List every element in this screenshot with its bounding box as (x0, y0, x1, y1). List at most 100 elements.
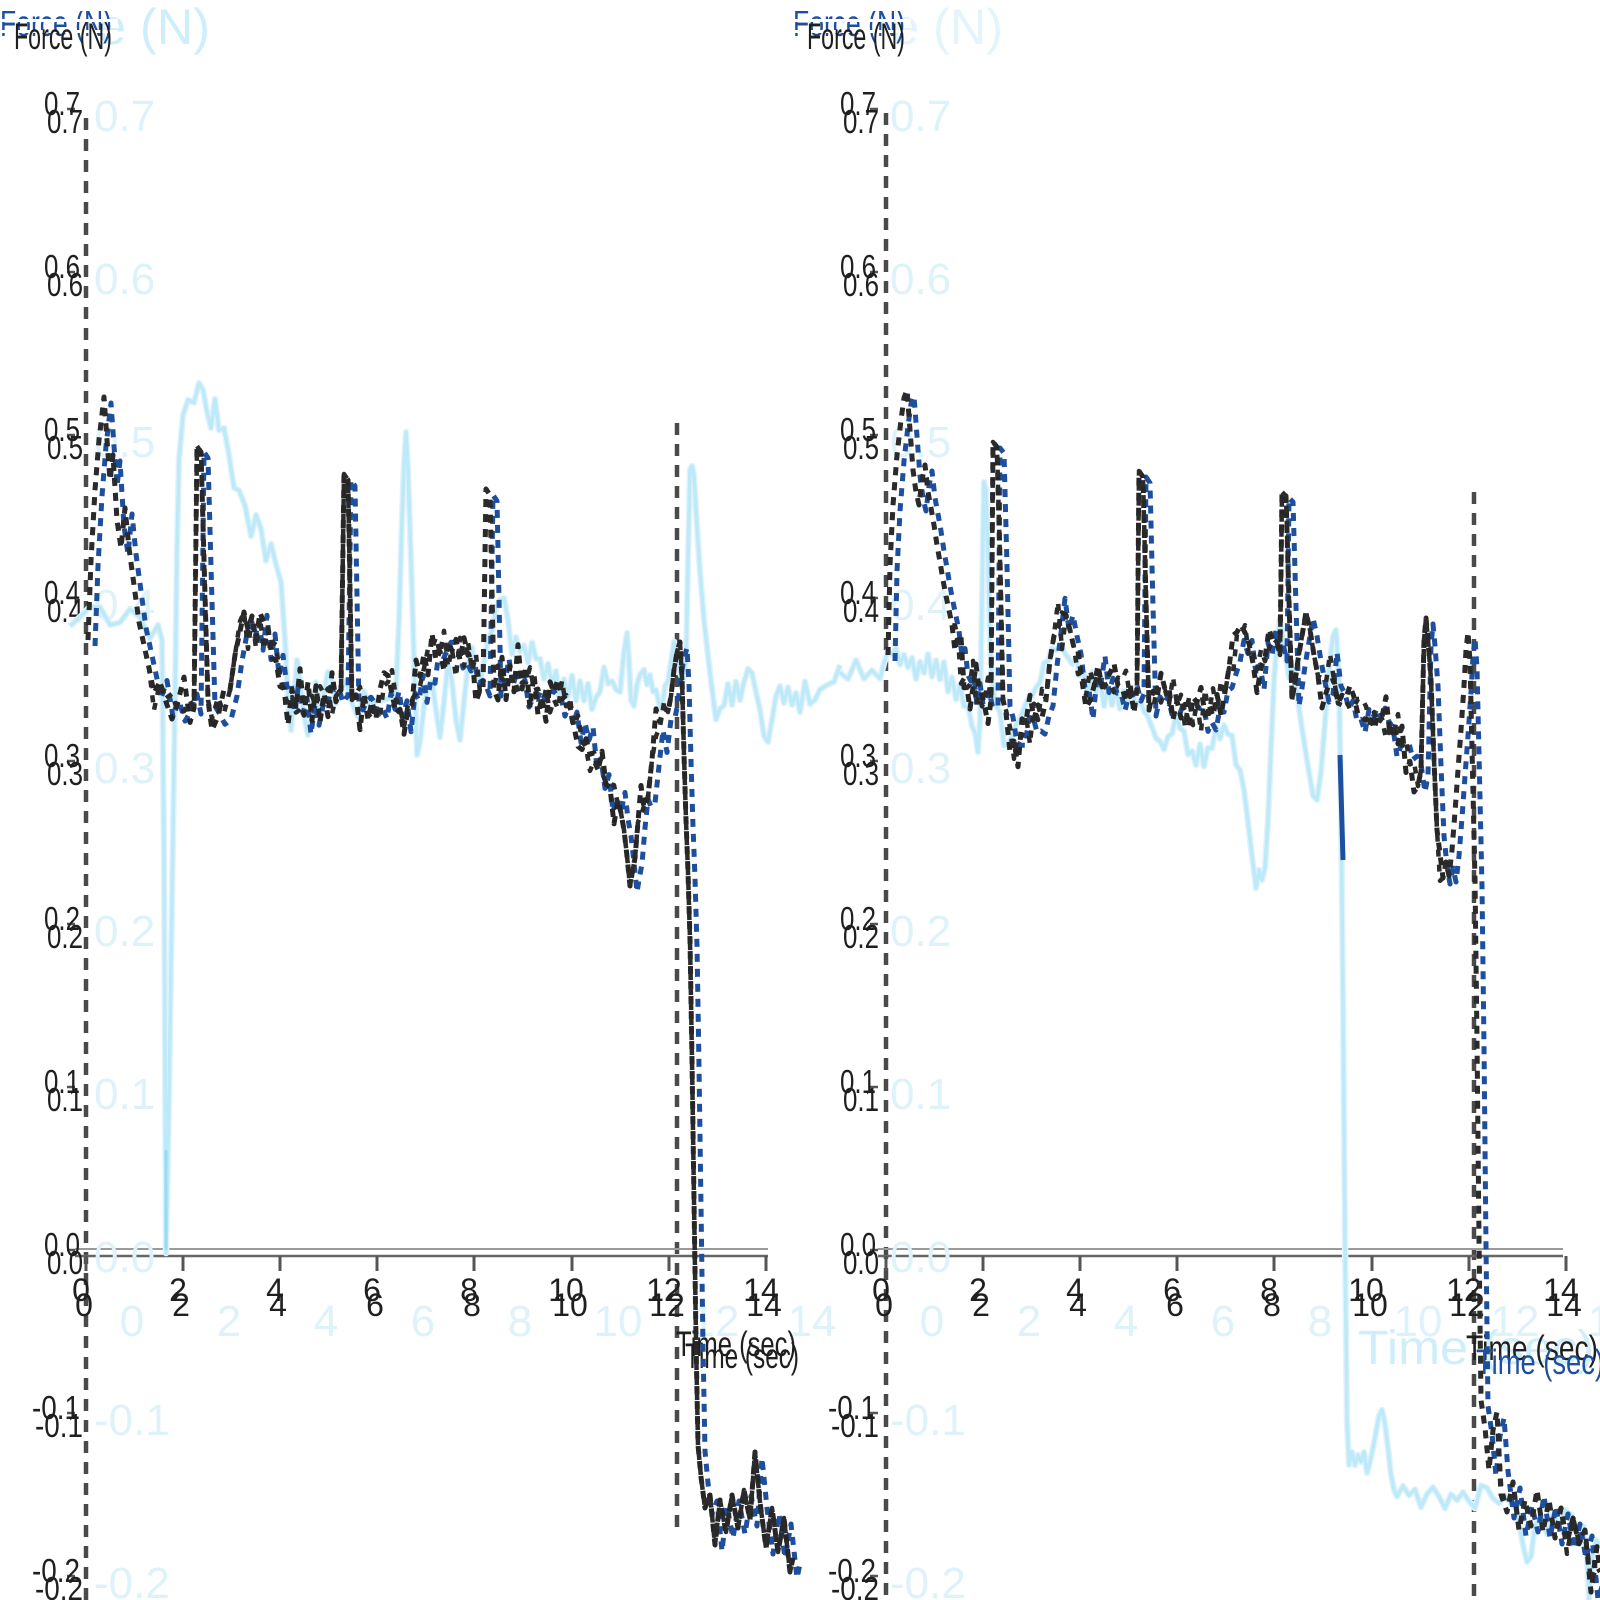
svg-text:0: 0 (875, 1287, 893, 1323)
svg-text:2: 2 (969, 1272, 987, 1308)
svg-text:0.2: 0.2 (890, 907, 951, 956)
svg-text:0.0: 0.0 (840, 1226, 876, 1263)
svg-text:2: 2 (172, 1287, 190, 1323)
svg-text:-0.1: -0.1 (890, 1396, 966, 1445)
svg-text:0.6: 0.6 (890, 255, 951, 304)
svg-text:0.7: 0.7 (843, 103, 879, 140)
svg-text:0.6: 0.6 (44, 248, 80, 285)
svg-text:10: 10 (1352, 1287, 1388, 1323)
svg-text:0.5: 0.5 (47, 429, 83, 466)
svg-text:8: 8 (508, 1297, 532, 1346)
svg-text:-0.1: -0.1 (831, 1407, 879, 1444)
svg-text:0.7: 0.7 (94, 92, 155, 141)
svg-text:8: 8 (1308, 1297, 1332, 1346)
svg-text:0.2: 0.2 (843, 918, 879, 955)
svg-text:10: 10 (594, 1297, 643, 1346)
svg-text:4: 4 (266, 1272, 284, 1308)
svg-text:4: 4 (314, 1297, 338, 1346)
svg-text:0.0: 0.0 (890, 1233, 951, 1282)
svg-text:0.0: 0.0 (44, 1226, 80, 1263)
svg-text:-0.1: -0.1 (32, 1389, 80, 1426)
svg-text:8: 8 (460, 1272, 478, 1308)
svg-text:0: 0 (75, 1287, 93, 1323)
svg-text:2: 2 (169, 1272, 187, 1308)
svg-text:0.3: 0.3 (94, 744, 155, 793)
svg-text:0.7: 0.7 (47, 103, 83, 140)
svg-text:0.6: 0.6 (94, 255, 155, 304)
svg-text:0.1: 0.1 (94, 1070, 155, 1119)
svg-text:6: 6 (411, 1297, 435, 1346)
svg-text:0.2: 0.2 (94, 907, 155, 956)
svg-text:0: 0 (72, 1272, 90, 1308)
svg-text:0.1: 0.1 (840, 1063, 876, 1100)
svg-text:0.0: 0.0 (47, 1244, 83, 1281)
svg-text:6: 6 (363, 1272, 381, 1308)
svg-text:-0.1: -0.1 (828, 1389, 876, 1426)
svg-text:6: 6 (366, 1287, 384, 1323)
svg-text:12: 12 (691, 1297, 740, 1346)
svg-text:0.0: 0.0 (94, 1233, 155, 1282)
svg-text:0.3: 0.3 (44, 737, 80, 774)
svg-text:Time (sec): Time (sec) (685, 1337, 799, 1376)
svg-text:0.1: 0.1 (44, 1063, 80, 1100)
svg-text:0.7: 0.7 (840, 85, 876, 122)
svg-text:0.3: 0.3 (47, 755, 83, 792)
svg-text:Time (sec): Time (sec) (1358, 1322, 1594, 1375)
svg-text:8: 8 (1263, 1287, 1281, 1323)
svg-text:0.3: 0.3 (843, 755, 879, 792)
svg-text:2: 2 (1017, 1297, 1041, 1346)
svg-text:0.2: 0.2 (44, 900, 80, 937)
svg-text:12: 12 (649, 1287, 685, 1323)
svg-text:6: 6 (1211, 1297, 1235, 1346)
svg-text:-0.2: -0.2 (828, 1552, 876, 1589)
svg-text:0.6: 0.6 (843, 266, 879, 303)
svg-text:0.6: 0.6 (840, 248, 876, 285)
svg-text:0: 0 (120, 1297, 144, 1346)
svg-text:12: 12 (1491, 1297, 1540, 1346)
svg-text:Force (N): Force (N) (14, 16, 112, 57)
svg-text:0.4: 0.4 (44, 574, 80, 611)
svg-text:0.1: 0.1 (890, 1070, 951, 1119)
svg-text:-0.2: -0.2 (94, 1559, 170, 1600)
svg-text:14: 14 (1546, 1287, 1582, 1323)
svg-text:-0.2: -0.2 (35, 1570, 83, 1600)
svg-text:Time (sec): Time (sec) (1476, 1343, 1600, 1382)
svg-text:6: 6 (1163, 1272, 1181, 1308)
svg-text:10: 10 (1348, 1272, 1384, 1308)
svg-text:14: 14 (788, 1297, 837, 1346)
svg-text:0.5: 0.5 (44, 411, 80, 448)
svg-text:4: 4 (269, 1287, 287, 1323)
svg-text:0.1: 0.1 (47, 1081, 83, 1118)
svg-text:0.4: 0.4 (843, 592, 879, 629)
svg-text:10: 10 (1394, 1297, 1443, 1346)
svg-text:0.0: 0.0 (843, 1244, 879, 1281)
svg-text:14: 14 (1588, 1297, 1600, 1346)
svg-text:10: 10 (552, 1287, 588, 1323)
svg-text:0.4: 0.4 (840, 574, 876, 611)
svg-text:14: 14 (1543, 1272, 1579, 1308)
svg-text:10: 10 (548, 1272, 584, 1308)
svg-text:0.7: 0.7 (890, 92, 951, 141)
svg-text:0.2: 0.2 (47, 918, 83, 955)
svg-text:4: 4 (1114, 1297, 1138, 1346)
svg-text:12: 12 (646, 1272, 682, 1308)
svg-text:0.5: 0.5 (840, 411, 876, 448)
svg-text:Force (N): Force (N) (807, 16, 905, 57)
svg-text:-0.2: -0.2 (890, 1559, 966, 1600)
svg-text:-0.1: -0.1 (94, 1396, 170, 1445)
svg-text:6: 6 (1166, 1287, 1184, 1323)
svg-text:0.3: 0.3 (890, 744, 951, 793)
svg-text:8: 8 (463, 1287, 481, 1323)
svg-text:14: 14 (746, 1287, 782, 1323)
svg-text:0.2: 0.2 (840, 900, 876, 937)
svg-text:0.7: 0.7 (44, 85, 80, 122)
svg-text:-0.1: -0.1 (35, 1407, 83, 1444)
svg-text:0: 0 (920, 1297, 944, 1346)
svg-text:0.1: 0.1 (843, 1081, 879, 1118)
svg-text:12: 12 (1446, 1272, 1482, 1308)
svg-text:2: 2 (217, 1297, 241, 1346)
svg-text:2: 2 (972, 1287, 990, 1323)
svg-text:0.3: 0.3 (840, 737, 876, 774)
svg-text:0: 0 (872, 1272, 890, 1308)
svg-text:0.5: 0.5 (843, 429, 879, 466)
